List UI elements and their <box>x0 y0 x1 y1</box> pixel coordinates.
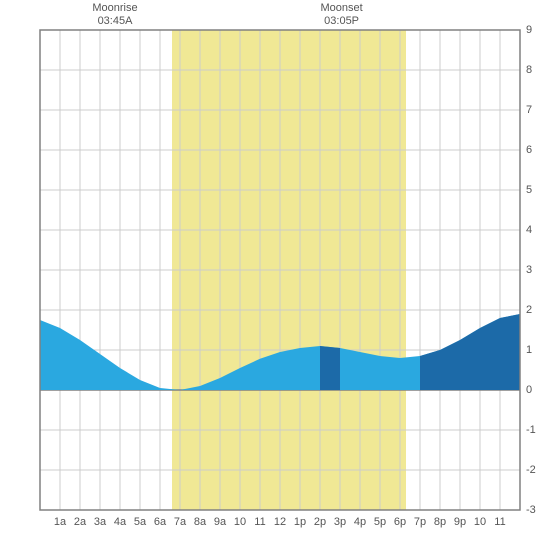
x-tick-label: 8p <box>434 516 446 528</box>
y-tick-label: 7 <box>526 104 532 116</box>
x-tick-label: 6p <box>394 516 406 528</box>
x-tick-label: 1p <box>294 516 306 528</box>
x-tick-label: 9p <box>454 516 466 528</box>
y-tick-label: -3 <box>526 504 536 516</box>
x-tick-label: 11 <box>254 516 265 528</box>
x-tick-label: 7p <box>414 516 426 528</box>
y-tick-label: 5 <box>526 184 532 196</box>
x-tick-label: 5a <box>134 516 146 528</box>
x-tick-label: 8a <box>194 516 206 528</box>
moonset-time: 03:05P <box>324 15 359 27</box>
chart-svg <box>0 0 550 550</box>
x-tick-label: 2a <box>74 516 86 528</box>
x-tick-label: 5p <box>374 516 386 528</box>
moonrise-label: Moonrise <box>92 2 137 14</box>
y-tick-label: 4 <box>526 224 532 236</box>
moonset-label: Moonset <box>320 2 362 14</box>
moonrise-header: Moonrise 03:45A <box>85 2 145 27</box>
y-tick-label: 3 <box>526 264 532 276</box>
x-tick-label: 12 <box>274 516 286 528</box>
x-tick-label: 10 <box>234 516 246 528</box>
y-tick-label: -2 <box>526 464 536 476</box>
x-tick-label: 10 <box>474 516 486 528</box>
tide-chart: Moonrise 03:45A Moonset 03:05P -3-2-1012… <box>0 0 550 550</box>
x-tick-label: 4p <box>354 516 366 528</box>
y-tick-label: 8 <box>526 64 532 76</box>
y-tick-label: 1 <box>526 344 532 356</box>
y-tick-label: 2 <box>526 304 532 316</box>
moonset-header: Moonset 03:05P <box>312 2 372 27</box>
y-tick-label: -1 <box>526 424 536 436</box>
y-tick-label: 0 <box>526 384 532 396</box>
x-tick-label: 11 <box>494 516 505 528</box>
y-tick-label: 9 <box>526 24 532 36</box>
x-tick-label: 6a <box>154 516 166 528</box>
moonrise-time: 03:45A <box>98 15 133 27</box>
x-tick-label: 9a <box>214 516 226 528</box>
x-tick-label: 3a <box>94 516 106 528</box>
tide-area-dark <box>320 346 340 390</box>
x-tick-label: 4a <box>114 516 126 528</box>
y-tick-label: 6 <box>526 144 532 156</box>
x-tick-label: 7a <box>174 516 186 528</box>
x-tick-label: 1a <box>54 516 66 528</box>
x-tick-label: 2p <box>314 516 326 528</box>
x-tick-label: 3p <box>334 516 346 528</box>
